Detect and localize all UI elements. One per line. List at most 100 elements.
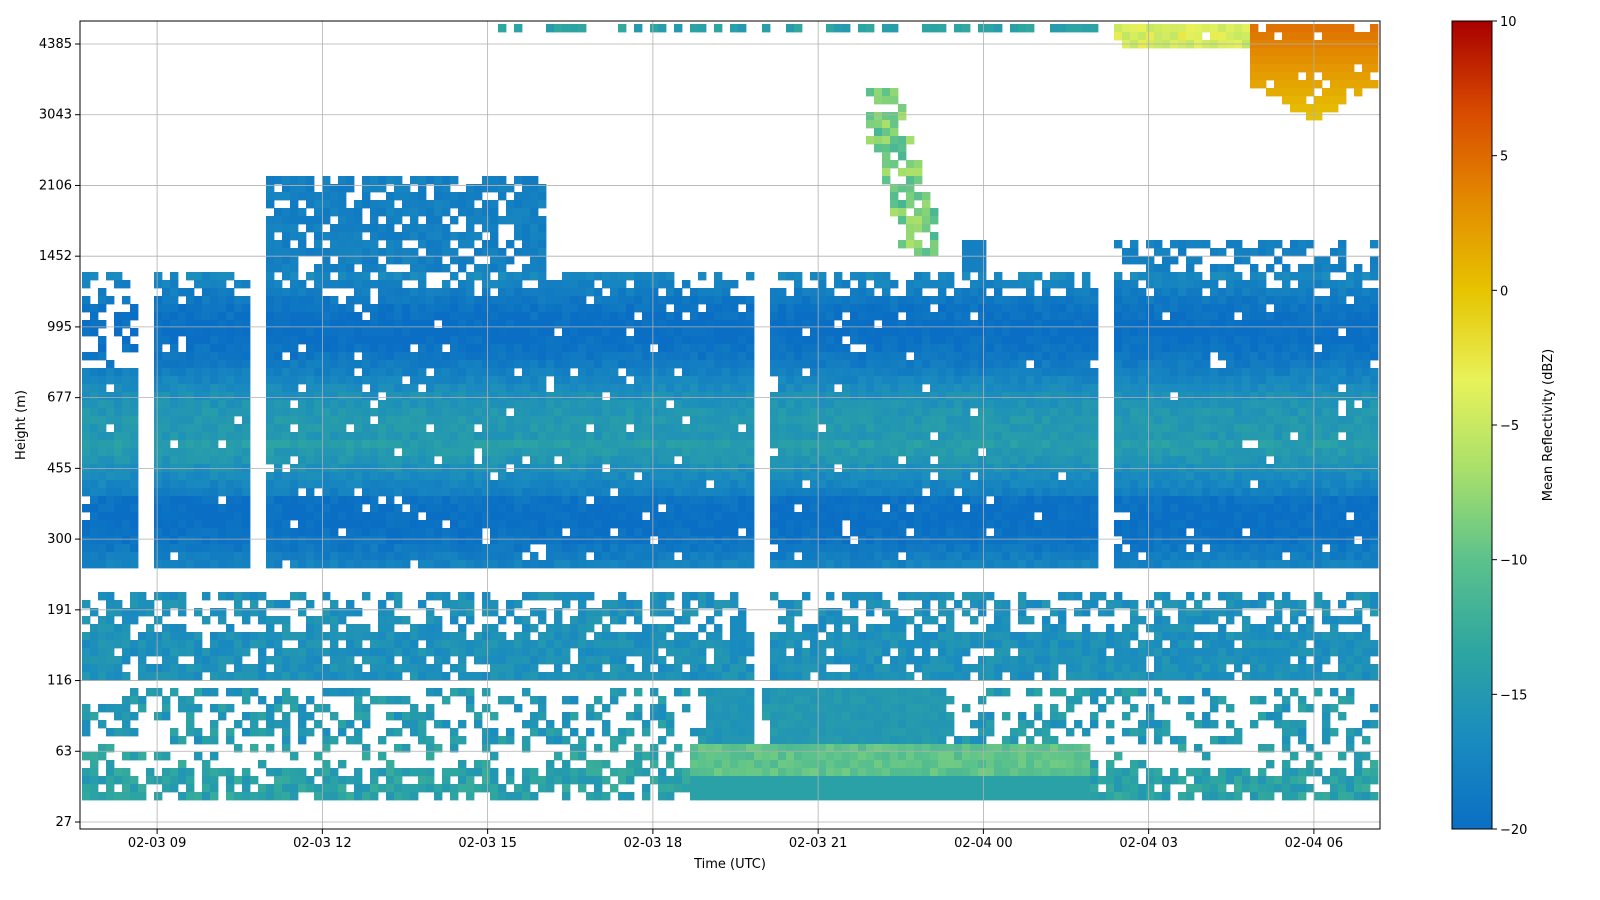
heatmap-cell bbox=[642, 376, 651, 385]
heatmap-cell bbox=[490, 232, 499, 241]
heatmap-cell bbox=[194, 304, 203, 313]
heatmap-cell bbox=[818, 536, 827, 545]
heatmap-cell bbox=[738, 480, 747, 489]
heatmap-cell bbox=[514, 432, 523, 441]
heatmap-cell bbox=[610, 640, 619, 649]
heatmap-cell bbox=[378, 352, 387, 361]
heatmap-cell bbox=[762, 752, 771, 761]
heatmap-cell bbox=[834, 520, 843, 529]
heatmap-cell bbox=[666, 280, 675, 289]
heatmap-cell bbox=[730, 656, 739, 665]
heatmap-cell bbox=[658, 528, 667, 537]
heatmap-cell bbox=[410, 264, 419, 273]
heatmap-cell bbox=[170, 496, 179, 505]
heatmap-cell bbox=[210, 792, 219, 801]
heatmap-cell bbox=[658, 328, 667, 337]
heatmap-cell bbox=[370, 216, 379, 225]
heatmap-cell bbox=[706, 744, 715, 753]
heatmap-cell bbox=[450, 544, 459, 553]
heatmap-cell bbox=[658, 776, 667, 785]
heatmap-cell bbox=[386, 456, 395, 465]
heatmap-cell bbox=[594, 272, 603, 281]
heatmap-cell bbox=[546, 360, 555, 369]
heatmap-cell bbox=[90, 520, 99, 529]
heatmap-cell bbox=[106, 504, 115, 513]
heatmap-cell bbox=[842, 632, 851, 641]
heatmap-cell bbox=[618, 536, 627, 545]
heatmap-cell bbox=[218, 560, 227, 569]
heatmap-cell bbox=[834, 480, 843, 489]
heatmap-cell bbox=[330, 296, 339, 305]
heatmap-cell bbox=[154, 632, 163, 641]
heatmap-cell bbox=[402, 496, 411, 505]
heatmap-cell bbox=[458, 192, 467, 201]
heatmap-cell bbox=[450, 360, 459, 369]
heatmap-cell bbox=[618, 616, 627, 625]
heatmap-cell bbox=[722, 320, 731, 329]
heatmap-cell bbox=[474, 536, 483, 545]
heatmap-cell bbox=[386, 288, 395, 297]
heatmap-cell bbox=[730, 24, 739, 33]
heatmap-cell bbox=[338, 432, 347, 441]
heatmap-cell bbox=[594, 448, 603, 457]
heatmap-cell bbox=[226, 456, 235, 465]
heatmap-cell bbox=[474, 480, 483, 489]
heatmap-cell bbox=[690, 552, 699, 561]
heatmap-cell bbox=[82, 304, 91, 313]
heatmap-cell bbox=[722, 488, 731, 497]
heatmap-cell bbox=[786, 520, 795, 529]
heatmap-cell bbox=[482, 312, 491, 321]
heatmap-cell bbox=[178, 520, 187, 529]
heatmap-cell bbox=[354, 320, 363, 329]
heatmap-cell bbox=[802, 656, 811, 665]
heatmap-cell bbox=[282, 288, 291, 297]
heatmap-cell bbox=[178, 312, 187, 321]
heatmap-cell bbox=[818, 288, 827, 297]
heatmap-cell bbox=[394, 240, 403, 249]
heatmap-cell bbox=[482, 512, 491, 521]
heatmap-cell bbox=[378, 552, 387, 561]
heatmap-cell bbox=[90, 760, 99, 769]
heatmap-cell bbox=[442, 640, 451, 649]
heatmap-cell bbox=[610, 416, 619, 425]
heatmap-cell bbox=[450, 216, 459, 225]
heatmap-cell bbox=[770, 416, 779, 425]
heatmap-cell bbox=[370, 352, 379, 361]
heatmap-cell bbox=[338, 360, 347, 369]
heatmap-cell bbox=[690, 784, 699, 793]
heatmap-cell bbox=[202, 560, 211, 569]
heatmap-cell bbox=[706, 752, 715, 761]
heatmap-cell bbox=[370, 504, 379, 513]
heatmap-cell bbox=[706, 288, 715, 297]
heatmap-cell bbox=[666, 392, 675, 401]
heatmap-cell bbox=[634, 560, 643, 569]
heatmap-cell bbox=[330, 312, 339, 321]
heatmap-cell bbox=[562, 696, 571, 705]
heatmap-cell bbox=[186, 312, 195, 321]
heatmap-cell bbox=[506, 336, 515, 345]
heatmap-cell bbox=[666, 312, 675, 321]
heatmap-cell bbox=[338, 688, 347, 697]
heatmap-cell bbox=[490, 328, 499, 337]
heatmap-cell bbox=[530, 672, 539, 681]
heatmap-cell bbox=[290, 200, 299, 209]
heatmap-cell bbox=[314, 312, 323, 321]
heatmap-cell bbox=[730, 400, 739, 409]
heatmap-cell bbox=[482, 344, 491, 353]
heatmap-cell bbox=[162, 560, 171, 569]
heatmap-cell bbox=[722, 456, 731, 465]
heatmap-cell bbox=[242, 448, 251, 457]
heatmap-cell bbox=[738, 320, 747, 329]
heatmap-cell bbox=[394, 352, 403, 361]
heatmap-cell bbox=[570, 672, 579, 681]
heatmap-cell bbox=[386, 328, 395, 337]
heatmap-cell bbox=[290, 432, 299, 441]
heatmap-cell bbox=[114, 312, 123, 321]
heatmap-cell bbox=[802, 752, 811, 761]
heatmap-cell bbox=[114, 448, 123, 457]
heatmap-cell bbox=[450, 288, 459, 297]
heatmap-cell bbox=[178, 488, 187, 497]
heatmap-cell bbox=[122, 776, 131, 785]
heatmap-cell bbox=[650, 704, 659, 713]
heatmap-cell bbox=[610, 736, 619, 745]
